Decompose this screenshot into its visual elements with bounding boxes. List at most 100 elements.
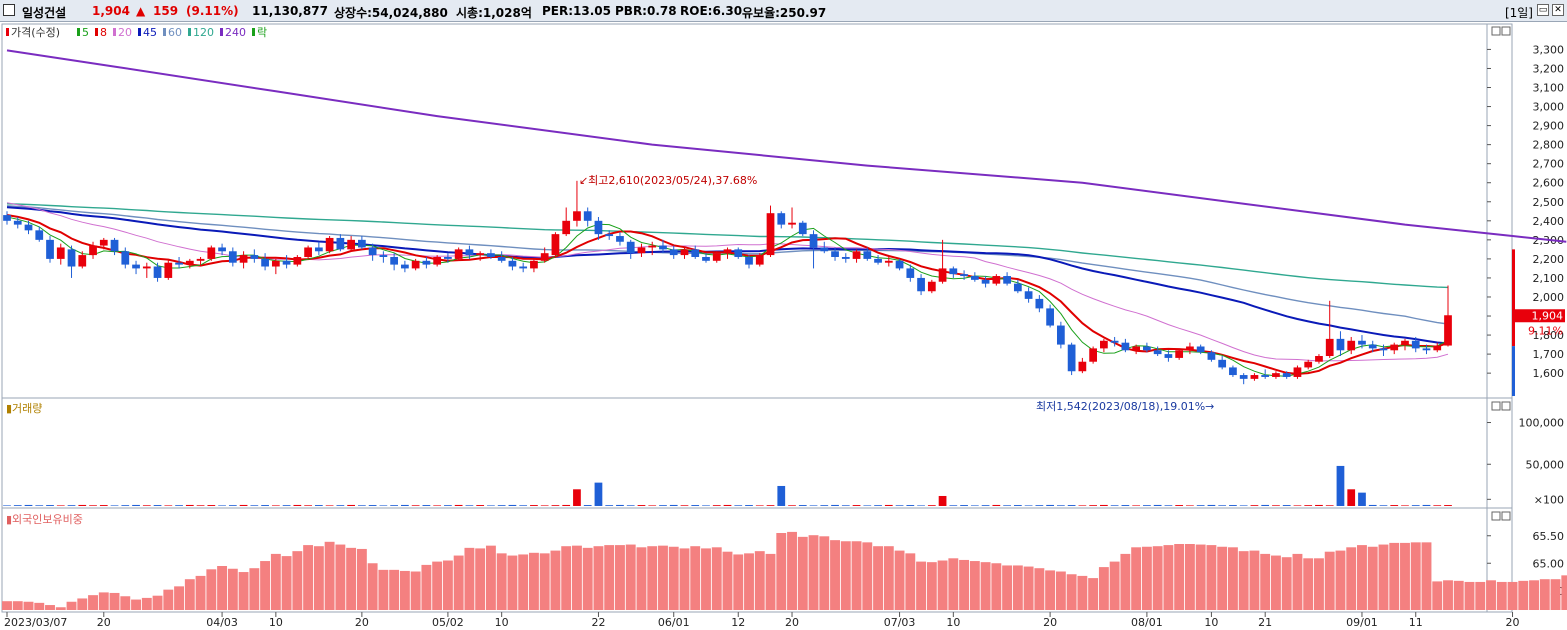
volume-panel-minimize-icon[interactable] xyxy=(1491,401,1501,411)
candle-body xyxy=(1186,346,1194,351)
volume-bar xyxy=(368,505,377,506)
foreign-bar xyxy=(1357,545,1367,610)
foreign-bar xyxy=(260,561,271,610)
volume-bar xyxy=(271,505,280,506)
foreign-bar xyxy=(1206,545,1217,610)
title-bar: 일성건설 1,904 ▲ 159 (9.11%) 11,130,877 상장수:… xyxy=(0,0,1567,22)
candle-body xyxy=(35,230,44,240)
candle-body xyxy=(196,258,205,261)
foreign-bar xyxy=(787,531,797,610)
volume-bar xyxy=(745,505,753,506)
period-selector[interactable]: [1일] xyxy=(1504,6,1533,20)
legend-label-0: 가격(수정) xyxy=(11,26,60,39)
volume-bar xyxy=(1078,505,1087,506)
foreign-bar xyxy=(1238,551,1249,610)
candle-body xyxy=(734,249,743,257)
x-tick-label: 09/01 xyxy=(1346,616,1378,629)
candle-body xyxy=(487,253,495,257)
candle-body xyxy=(605,234,614,237)
price-panel-minimize-icon[interactable] xyxy=(1491,26,1501,36)
volume-bar xyxy=(46,505,54,506)
volume-bar xyxy=(304,505,312,506)
volume-bar xyxy=(142,505,151,506)
legend-label-8: 락 xyxy=(257,26,267,39)
volume-bar xyxy=(927,505,936,506)
candle-body xyxy=(465,249,474,256)
legend-swatch xyxy=(95,28,98,36)
foreign-bar xyxy=(281,556,292,610)
candle-body xyxy=(271,260,280,267)
candle-body xyxy=(1078,361,1087,372)
foreign-bar xyxy=(1443,580,1453,610)
foreign-bar xyxy=(658,545,668,610)
volume-bar xyxy=(1186,505,1194,506)
foreign-bar xyxy=(1410,542,1421,610)
candle-body xyxy=(1003,276,1011,284)
price-ytick-label: 2,500 xyxy=(1533,196,1565,209)
volume-bar xyxy=(884,504,893,506)
candle-body xyxy=(1444,315,1452,346)
candle-body xyxy=(1272,373,1280,377)
volume-bar xyxy=(594,482,603,506)
candle-body xyxy=(304,247,312,257)
volume-bar xyxy=(712,505,721,506)
price-ytick-label: 3,200 xyxy=(1533,62,1565,75)
foreign-bar xyxy=(1539,579,1550,610)
candle-body xyxy=(261,258,269,267)
volume-bar xyxy=(1110,505,1119,506)
foreign-bar xyxy=(399,570,410,610)
candle-body xyxy=(497,256,506,261)
volume-bar xyxy=(702,505,710,506)
price-ytick-label: 2,400 xyxy=(1533,215,1565,228)
foreign-bar xyxy=(582,547,593,610)
volume-panel-close-icon[interactable] xyxy=(1501,401,1511,411)
candle-body xyxy=(637,247,646,254)
candle-body xyxy=(616,236,624,242)
volume-bar xyxy=(1347,489,1356,506)
foreign-bar xyxy=(1023,566,1034,610)
volume-bar xyxy=(669,504,678,506)
foreign-panel-close-icon[interactable] xyxy=(1501,511,1511,521)
volume-bar xyxy=(261,505,269,506)
maximize-icon[interactable]: ▭ xyxy=(1537,4,1549,16)
foreign-bar xyxy=(77,598,88,610)
candle-body xyxy=(13,220,22,225)
foreign-bar xyxy=(1270,555,1281,610)
volume-bar xyxy=(1315,504,1323,506)
pbr-value: PBR:0.78 xyxy=(615,4,677,18)
foreign-bar xyxy=(367,563,378,610)
checkbox-icon[interactable] xyxy=(3,4,15,16)
foreign-bar xyxy=(1152,546,1163,610)
volume-bar xyxy=(153,505,162,506)
price-ytick-label: 2,900 xyxy=(1533,120,1565,133)
price-panel-close-icon[interactable] xyxy=(1501,26,1511,36)
close-icon[interactable]: ✕ xyxy=(1552,4,1564,16)
foreign-bar xyxy=(12,601,23,610)
foreign-panel-title: ▮외국인보유비중 xyxy=(6,513,83,526)
candle-body xyxy=(368,247,377,256)
price-ytick-label: 1,600 xyxy=(1533,367,1565,380)
candle-body xyxy=(766,213,775,256)
candle-body xyxy=(46,239,54,259)
candle-body xyxy=(110,239,119,252)
volume-bar xyxy=(56,505,65,506)
volume-bar xyxy=(820,505,829,506)
candle-body xyxy=(895,260,904,269)
candle-body xyxy=(917,277,925,292)
candle-body xyxy=(282,260,291,265)
legend-label-5: 60 xyxy=(168,26,182,39)
foreign-bar xyxy=(206,569,217,610)
candle-body xyxy=(314,247,323,252)
candle-body xyxy=(379,255,388,257)
candle-body xyxy=(1089,348,1097,362)
foreign-panel-minimize-icon[interactable] xyxy=(1491,511,1501,521)
foreign-bar xyxy=(109,592,120,610)
volume-bar xyxy=(218,505,226,506)
roe-value: ROE:6.30 xyxy=(680,4,743,18)
candle-body xyxy=(788,222,796,225)
volume-bar xyxy=(347,504,355,506)
foreign-bar xyxy=(1055,571,1066,610)
candle-body xyxy=(712,253,721,261)
foreign-bar xyxy=(464,547,475,610)
foreign-bar xyxy=(840,541,851,610)
